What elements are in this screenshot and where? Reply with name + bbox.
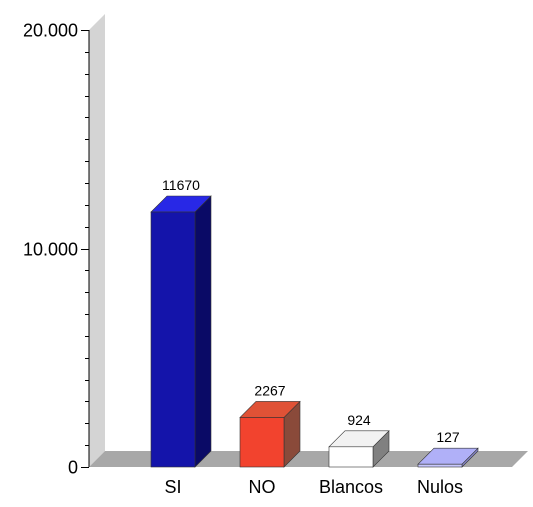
x-tick-label: Nulos <box>417 477 463 497</box>
bar-no <box>239 400 301 468</box>
x-tick-label: SI <box>164 477 181 497</box>
data-label: 2267 <box>254 382 285 398</box>
bar-nulos <box>417 447 479 468</box>
back-wall-panel <box>89 14 105 467</box>
chart-back-wall <box>89 14 105 467</box>
y-tick-label: 0 <box>68 458 78 478</box>
bar-side-face <box>194 195 212 468</box>
x-tick-label: NO <box>249 477 276 497</box>
y-axis: 0 10.000 20.000 <box>23 21 90 478</box>
bar-front-face <box>239 417 285 468</box>
bars-group <box>150 195 479 468</box>
labels-group: 11670 SI 2267 NO 924 Blancos 127 Nulos <box>162 177 463 497</box>
y-tick-label: 20.000 <box>23 21 78 41</box>
data-label: 11670 <box>162 177 200 193</box>
bar-front-face <box>417 463 463 468</box>
bar-front-face <box>328 446 374 468</box>
bar-front-face <box>150 211 196 468</box>
data-label: 924 <box>347 412 371 428</box>
data-label: 127 <box>436 429 460 445</box>
y-tick-label: 10.000 <box>23 240 78 260</box>
bar-si <box>150 195 212 468</box>
bar-blancos <box>328 430 390 468</box>
x-tick-label: Blancos <box>319 477 383 497</box>
